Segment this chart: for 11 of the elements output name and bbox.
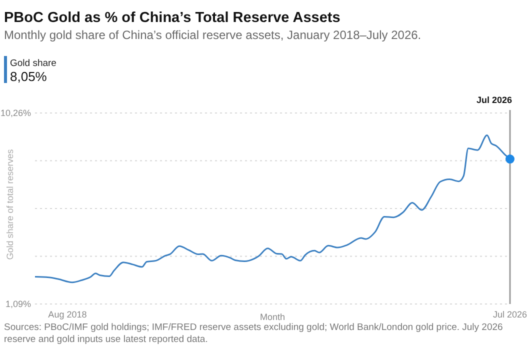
x-tick-label: Aug 2018 (48, 309, 87, 320)
ref-line-label: Jul 2026 (476, 95, 512, 105)
chart-title: PBoC Gold as % of China’s Total Reserve Assets (4, 10, 340, 26)
y-axis-title: Gold share of total reserves (5, 148, 15, 260)
y-tick-label: 1,09% (5, 298, 31, 309)
y-tick-label: 10,26% (0, 108, 31, 118)
x-axis-title: Month (260, 312, 286, 322)
text: 8,05% (10, 69, 48, 84)
legend-label: Gold share (10, 58, 56, 69)
source-note: Sources: PBoC/IMF gold holdings; IMF/FRED reserve assets excluding gold; World Bank/London gold price. July 2026 reserve and gold inputs use latest reported data. (4, 322, 504, 346)
chart-subtitle: Monthly gold share of China’s official reserve assets, January 2018–July 2026. (4, 28, 422, 42)
